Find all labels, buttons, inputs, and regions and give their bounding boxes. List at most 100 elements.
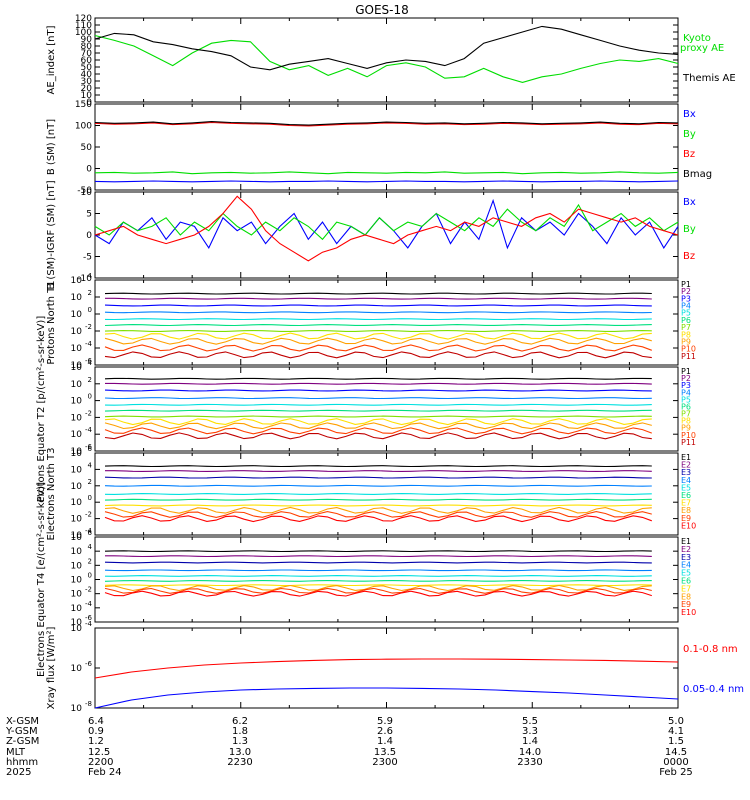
x-axis-value: 1.8 xyxy=(232,726,248,737)
panel-frame xyxy=(94,366,679,452)
y-tick-label: 10 xyxy=(71,561,83,571)
chart-title: GOES-18 xyxy=(355,3,409,17)
x-axis-value: 13.5 xyxy=(374,747,396,758)
y-tick-label: 10 xyxy=(71,327,83,337)
series-line xyxy=(94,687,679,709)
flux-line xyxy=(104,409,652,412)
y-tick-label: 10 xyxy=(71,397,83,407)
y-tick-label: 10 xyxy=(71,531,83,541)
y-tick-exponent: -2 xyxy=(85,323,92,331)
x-axis-value: 2200 xyxy=(88,757,113,768)
flux-line xyxy=(105,555,652,558)
flux-line xyxy=(104,337,652,345)
legend-bx: Bx xyxy=(683,109,696,120)
y-axis-label: Electrons North T3 xyxy=(46,447,57,540)
panel-frame xyxy=(94,627,679,709)
legend-by: By xyxy=(683,224,696,235)
y-tick-label: 10 xyxy=(71,515,83,525)
x-axis-row-label: hhmm xyxy=(6,757,38,768)
panel-frame xyxy=(94,536,679,623)
legend-e5: E5 xyxy=(681,483,691,492)
y-tick-label: 10 xyxy=(71,482,83,492)
legend-p2: P2 xyxy=(681,374,691,383)
y-tick-label: 10 xyxy=(71,576,83,586)
flux-line xyxy=(104,397,652,400)
flux-line xyxy=(104,418,652,426)
flux-line xyxy=(104,311,652,314)
legend-bz: Bz xyxy=(683,251,695,262)
y-tick-exponent: -6 xyxy=(85,443,93,451)
legend-e5: E5 xyxy=(681,569,691,578)
y-axis-label: B (SM)-IGRF (SM) [nT] xyxy=(46,180,57,289)
flux-line xyxy=(104,344,652,352)
y-tick-exponent: -2 xyxy=(85,511,92,519)
panel-frame xyxy=(94,103,679,191)
legend-proxy-ae: proxy AE xyxy=(680,43,724,54)
flux-line xyxy=(104,504,652,507)
series-line xyxy=(94,25,679,71)
legend-p2: P2 xyxy=(681,287,691,296)
flux-line xyxy=(104,415,652,418)
y-tick-label: 10 xyxy=(71,465,83,475)
y-tick-exponent: -4 xyxy=(85,426,93,434)
y-axis-label: Protons Equator T2 [p/(cm²-s-sr-keV)] xyxy=(36,316,47,503)
legend-p6: P6 xyxy=(681,316,691,325)
legend-p4: P4 xyxy=(681,388,691,397)
legend-e4: E4 xyxy=(681,561,691,570)
flux-line xyxy=(104,561,652,564)
y-tick-exponent: -8 xyxy=(85,700,92,708)
x-axis-value: 4.1 xyxy=(668,726,684,737)
series-line xyxy=(94,203,679,241)
x-axis-value: 14.5 xyxy=(665,747,687,758)
flux-line xyxy=(104,432,652,440)
legend-p3: P3 xyxy=(681,381,691,390)
x-axis-value: 5.5 xyxy=(522,716,538,727)
flux-line xyxy=(104,318,652,321)
flux-line xyxy=(104,575,652,577)
flux-line xyxy=(104,584,652,592)
legend-bx: Bx xyxy=(683,197,696,208)
y-tick-exponent: 6 xyxy=(88,529,93,537)
legend-e10: E10 xyxy=(681,521,696,530)
x-axis-value: 1.2 xyxy=(88,736,104,747)
y-tick-label: 10 xyxy=(71,380,83,390)
y-tick-exponent: 2 xyxy=(88,478,92,486)
y-tick-label: 100 xyxy=(75,122,92,132)
y-tick-label: 10 xyxy=(81,188,93,198)
flux-line xyxy=(104,476,652,479)
y-tick-label: 10 xyxy=(71,361,83,371)
series-line xyxy=(94,658,679,679)
legend-xray-long: 0.1-0.8 nm xyxy=(683,644,738,655)
legend-p10: P10 xyxy=(681,345,696,354)
flux-line xyxy=(104,550,652,553)
flux-line xyxy=(104,506,652,514)
series-line xyxy=(94,180,679,183)
legend-p5: P5 xyxy=(681,309,691,318)
legend-p6: P6 xyxy=(681,402,691,411)
y-tick-label: 10 xyxy=(71,547,83,557)
x-axis-row-label: MLT xyxy=(6,747,26,758)
x-axis-value: 6.4 xyxy=(88,716,104,727)
y-tick-label: 10 xyxy=(71,533,83,543)
y-tick-label: 10 xyxy=(71,604,83,614)
y-tick-label: 20 xyxy=(81,84,93,94)
y-tick-label: 10 xyxy=(71,344,83,354)
x-axis-value: 2230 xyxy=(227,757,252,768)
y-tick-label: 0 xyxy=(86,98,92,108)
flux-line xyxy=(104,590,652,597)
y-tick-label: 110 xyxy=(75,21,92,31)
y-tick-exponent: 0 xyxy=(88,494,92,502)
y-tick-label: 90 xyxy=(81,35,93,45)
x-axis-value: 1.4 xyxy=(522,736,538,747)
legend-e1: E1 xyxy=(681,453,691,462)
flux-line xyxy=(104,465,652,468)
x-axis-value: 2300 xyxy=(372,757,397,768)
legend-p3: P3 xyxy=(681,294,691,303)
legend-e7: E7 xyxy=(681,499,691,508)
legend-xray-short: 0.05-0.4 nm xyxy=(683,684,744,695)
y-tick-exponent: 2 xyxy=(88,289,92,297)
y-tick-exponent: 4 xyxy=(88,543,93,551)
y-tick-label: 100 xyxy=(75,28,92,38)
flux-line xyxy=(104,403,652,406)
y-tick-exponent: -2 xyxy=(85,409,92,417)
